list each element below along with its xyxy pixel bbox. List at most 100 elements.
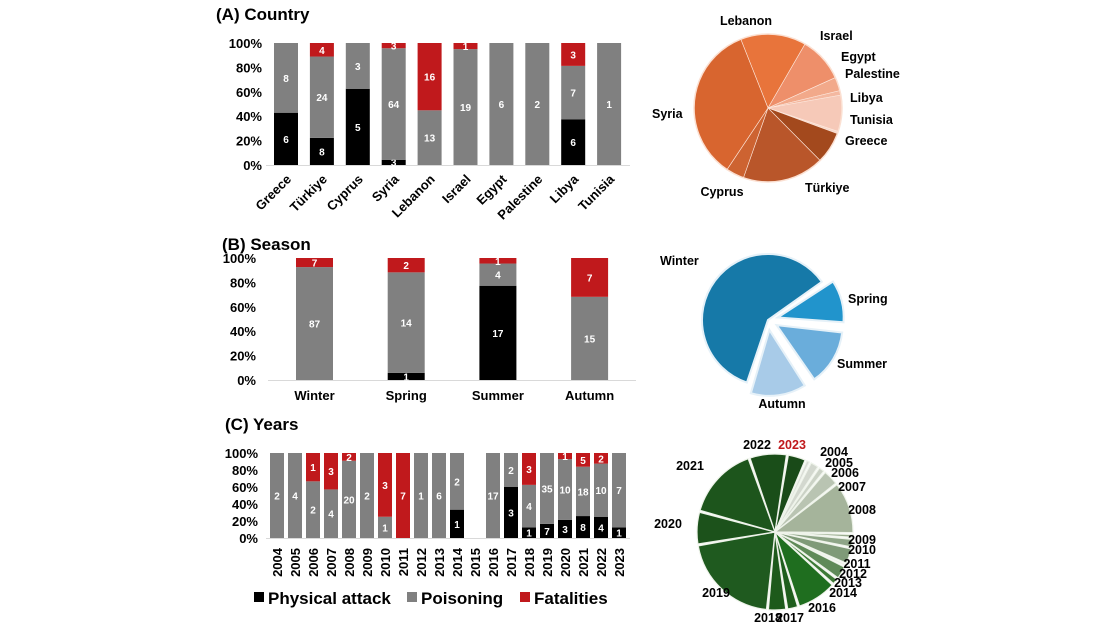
pie-label: Israel (820, 29, 853, 43)
bar-segment-fatalities (576, 453, 590, 467)
data-label: 3 (570, 50, 576, 61)
pie-slice (774, 531, 846, 579)
bar-segment-poisoning (453, 49, 478, 165)
bar-segment-poisoning (450, 453, 464, 510)
bar-segment-poisoning (378, 516, 392, 538)
pie-label: 2012 (839, 567, 867, 581)
data-label: 7 (616, 486, 622, 497)
category-label: 2017 (504, 548, 519, 577)
y-tick-label: 80% (230, 275, 256, 290)
y-tick-label: 40% (230, 324, 256, 339)
category-label: 2009 (360, 548, 375, 577)
bar-segment-poisoning (288, 453, 302, 538)
legend-label-fatalities: Fatalities (534, 589, 608, 608)
bar-segment-poisoning (594, 463, 608, 517)
bar-segment-poisoning (504, 453, 518, 487)
pie-chart-season: Winter Spring Summer Autumn (660, 253, 888, 411)
bar-segment-poisoning (296, 267, 333, 380)
bar-segment-poisoning (558, 459, 572, 520)
data-label: 3 (391, 158, 397, 169)
y-tick-label: 100% (225, 446, 259, 461)
y-tick-label: 20% (230, 349, 256, 364)
data-label: 1 (616, 529, 622, 540)
legend: Physical attack Poisoning Fatalities (254, 589, 608, 608)
data-label: 17 (487, 492, 499, 503)
data-label: 1 (606, 100, 612, 111)
bar-segment-fatalities (561, 43, 586, 66)
y-tick-label: 100% (223, 251, 257, 266)
data-label: 6 (499, 100, 505, 111)
y-tick-label: 80% (232, 463, 258, 478)
pie-slice (774, 460, 811, 533)
bar-segment-poisoning (270, 453, 284, 538)
category-label: 2011 (396, 548, 411, 576)
data-label: 35 (541, 484, 553, 495)
bar-segment-physical (345, 88, 370, 165)
category-label: Summer (472, 388, 524, 403)
category-label: 2005 (288, 548, 303, 577)
y-tick-label: 60% (230, 300, 256, 315)
pie-label: 2014 (829, 586, 857, 600)
bar-segment-physical (274, 112, 298, 165)
pie-label: 2020 (654, 517, 682, 531)
bar-segment-poisoning (387, 272, 425, 373)
category-label: Autumn (565, 388, 614, 403)
bar-segment-fatalities (381, 43, 406, 49)
pie-label: Winter (660, 254, 699, 268)
data-label: 17 (492, 329, 504, 340)
y-tick-label: 80% (236, 60, 262, 75)
data-label: 14 (401, 319, 413, 330)
pie-slice (774, 531, 799, 610)
bar-segment-fatalities (417, 43, 442, 111)
data-label: 87 (309, 320, 321, 331)
category-label: 2006 (306, 548, 321, 577)
bar-segment-poisoning (612, 453, 626, 528)
data-label: 1 (454, 520, 460, 531)
pie-label: 2017 (776, 611, 804, 625)
data-label: 3 (355, 62, 361, 73)
pie-label: 2022 (743, 438, 771, 452)
bar-segment-fatalities (378, 453, 392, 517)
y-tick-label: 0% (237, 373, 256, 388)
data-label: 3 (526, 465, 532, 476)
pie-chart-country: Lebanon Israel Egypt Palestine Libya Tunisia G… (652, 14, 900, 199)
bar-segment-poisoning (597, 43, 622, 165)
category-label: 2013 (432, 548, 447, 577)
bar-segment-poisoning (274, 43, 298, 113)
category-label: Türkiye (287, 172, 330, 215)
bar-segment-poisoning (479, 263, 517, 286)
data-label: 2 (346, 453, 352, 464)
legend-swatch-poisoning (407, 592, 417, 602)
data-label: 2 (274, 492, 280, 503)
data-label: 64 (388, 100, 400, 111)
data-label: 2 (598, 454, 604, 465)
pie-slice (774, 467, 825, 533)
pie-label: Cyprus (700, 185, 743, 199)
category-label: 2012 (414, 548, 429, 577)
category-label: Israel (439, 172, 474, 207)
bar-segment-poisoning (540, 453, 554, 524)
bar-segment-poisoning (309, 56, 334, 138)
bar-segment-poisoning (486, 453, 500, 538)
pie-label: 2010 (848, 543, 876, 557)
data-label: 1 (526, 529, 532, 540)
data-label: 2 (508, 466, 514, 477)
pie-label: 2016 (808, 601, 836, 615)
bar-segment-physical (540, 523, 554, 538)
category-label: Cyprus (324, 172, 366, 214)
bar-segment-poisoning (360, 453, 374, 538)
bar-segment-physical (522, 527, 536, 538)
data-label: 7 (400, 492, 406, 503)
pie-slice (774, 531, 838, 585)
data-label: 5 (355, 123, 361, 134)
category-label: 2019 (540, 548, 555, 577)
data-label: 4 (598, 523, 604, 534)
pie-label: 2004 (820, 445, 848, 459)
data-label: 3 (328, 467, 334, 478)
bar-chart-country: 0% 20% 40% 60% 80% 100% 6 8 Greece 8 24 4 Türkiye 5 3 C… (229, 36, 630, 222)
pie-slice (767, 531, 787, 611)
data-label: 6 (570, 138, 576, 149)
pie-label: 2008 (848, 503, 876, 517)
bar-segment-poisoning (417, 110, 442, 165)
panel-a-title: (A) Country (216, 5, 310, 24)
